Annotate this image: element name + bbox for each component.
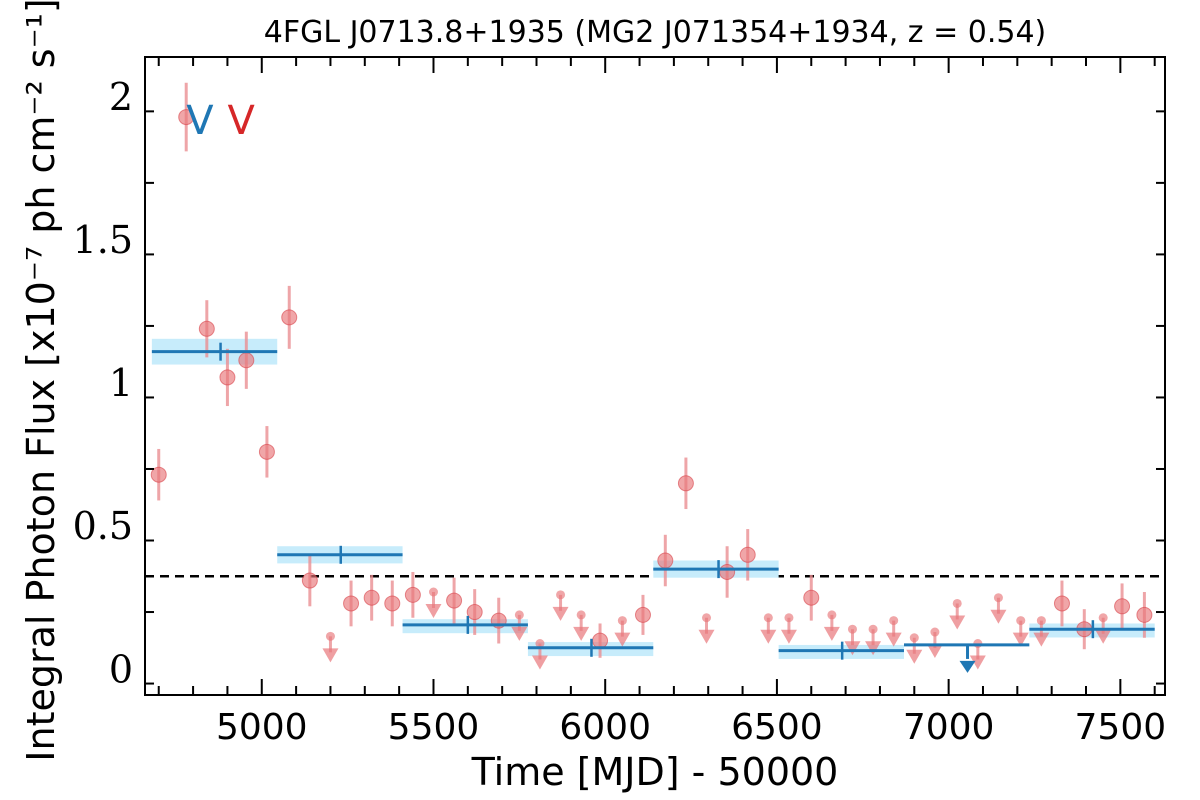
upper-limit-arrow <box>531 655 548 670</box>
upper-limit-point <box>325 631 335 641</box>
flux-point <box>404 586 421 603</box>
upper-limit-point <box>868 624 878 634</box>
flux-point <box>657 552 674 569</box>
upper-limit-point <box>1036 616 1046 626</box>
flux-point <box>219 369 236 386</box>
flux-point <box>301 572 318 589</box>
plot-frame <box>144 56 1166 696</box>
x-tick-label: 7500 <box>1075 707 1167 748</box>
upper-limit-arrow <box>1095 629 1112 644</box>
upper-limit-point <box>1016 616 1026 626</box>
upper-limit-arrow <box>969 655 986 670</box>
upper-limit-arrow <box>990 609 1007 624</box>
flux-point <box>1136 606 1153 623</box>
y-tick-label: 0 <box>109 647 133 691</box>
upper-limit-arrow <box>865 641 882 656</box>
upper-limit-arrow <box>573 626 590 641</box>
y-tick-label: 0.5 <box>73 504 133 548</box>
upper-limit-arrow <box>511 626 528 641</box>
upper-limit-arrow <box>926 644 943 659</box>
upper-limit-arrow <box>906 649 923 664</box>
chart-title: 4FGL J0713.8+1935 (MG2 J071354+1934, z =… <box>264 15 1047 50</box>
flux-point <box>198 320 215 337</box>
upper-limit-point <box>535 639 545 649</box>
x-tick-label: 5500 <box>388 707 480 748</box>
flare-marker-label: V <box>227 98 255 144</box>
flux-point <box>803 589 820 606</box>
upper-limit-arrow <box>1012 632 1029 647</box>
flux-point <box>1114 598 1131 615</box>
flux-point <box>634 606 651 623</box>
flux-point <box>363 589 380 606</box>
upper-limit-point <box>909 633 919 643</box>
flux-point <box>258 443 275 460</box>
upper-limit-arrow <box>1033 632 1050 647</box>
y-tick-label: 1 <box>109 361 133 405</box>
y-tick-label: 1.5 <box>73 218 133 262</box>
y-axis-label: Integral Photon Flux [x10⁻⁷ ph cm⁻² s⁻¹] <box>19 0 63 762</box>
flux-point <box>150 466 167 483</box>
upper-limit-point <box>702 613 712 623</box>
flux-point <box>739 546 756 563</box>
flux-point <box>677 475 694 492</box>
upper-limit-point <box>889 616 899 626</box>
upper-limit-point <box>428 587 438 597</box>
flux-point <box>719 563 736 580</box>
x-tick-label: 5000 <box>216 707 308 748</box>
flux-point <box>384 595 401 612</box>
upper-limit-arrow <box>614 632 631 647</box>
upper-limit-arrow <box>698 629 715 644</box>
upper-limit-point <box>847 624 857 634</box>
upper-limit-point <box>993 593 1003 603</box>
upper-limit-arrow <box>949 615 966 630</box>
flux-point <box>446 592 463 609</box>
y-tick-label: 2 <box>109 75 133 119</box>
upper-limit-point <box>952 598 962 608</box>
x-tick-label: 6000 <box>559 707 651 748</box>
upper-limit-point <box>930 627 940 637</box>
upper-limit-arrow <box>780 629 797 644</box>
upper-limit-point <box>784 613 794 623</box>
upper-limit-arrow <box>823 626 840 641</box>
upper-limit-point <box>576 610 586 620</box>
upper-limit-point <box>617 616 627 626</box>
flux-point <box>238 352 255 369</box>
flux-point <box>592 632 609 649</box>
upper-limit-arrow <box>425 604 442 619</box>
x-tick-label: 6500 <box>731 707 823 748</box>
upper-limit-arrow <box>844 641 861 656</box>
upper-limit-arrow <box>322 648 339 663</box>
upper-limit-point <box>556 590 566 600</box>
flux-point <box>178 109 195 126</box>
flux-point <box>281 309 298 326</box>
upper-limit-point <box>763 613 773 623</box>
x-tick-label: 7000 <box>903 707 995 748</box>
flux-point <box>343 595 360 612</box>
upper-limit-point <box>514 610 524 620</box>
upper-limit-arrow <box>552 606 569 621</box>
upper-limit-point <box>1098 613 1108 623</box>
flux-point <box>1053 595 1070 612</box>
flare-marker-label: V <box>186 98 214 144</box>
bin-upper-limit-arrow <box>959 660 976 673</box>
upper-limit-arrow <box>885 632 902 647</box>
x-axis-label: Time [MJD] - 50000 <box>471 750 839 794</box>
flux-point <box>466 604 483 621</box>
upper-limit-arrow <box>760 629 777 644</box>
upper-limit-point <box>827 610 837 620</box>
